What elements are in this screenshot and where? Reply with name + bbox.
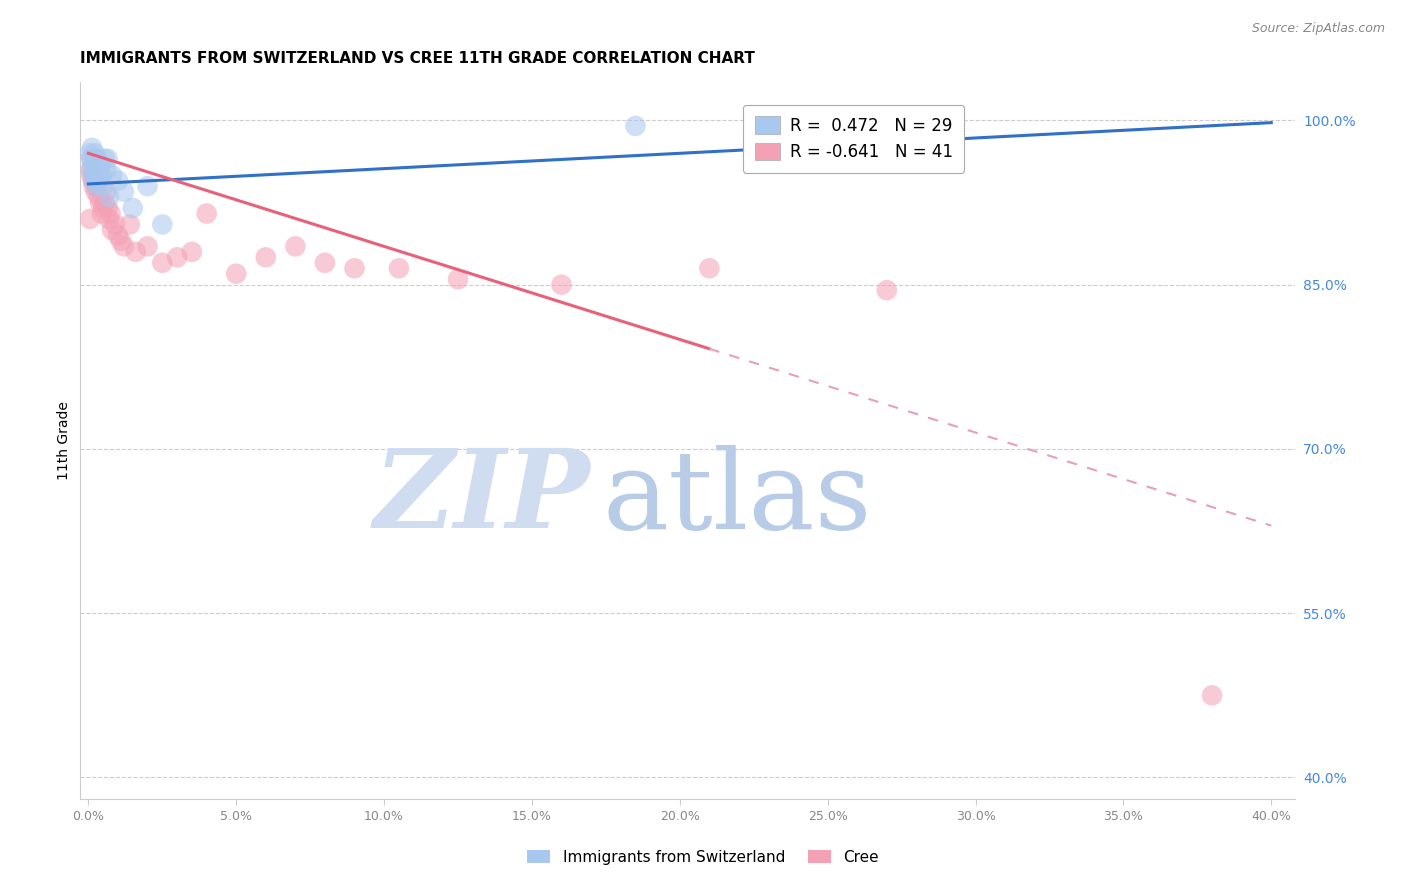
Point xyxy=(79,212,101,227)
Point xyxy=(225,267,247,281)
Point xyxy=(136,239,159,253)
Point xyxy=(83,179,105,194)
Y-axis label: 11th Grade: 11th Grade xyxy=(58,401,72,480)
Point xyxy=(82,174,104,188)
Point xyxy=(98,190,121,204)
Text: IMMIGRANTS FROM SWITZERLAND VS CREE 11TH GRADE CORRELATION CHART: IMMIGRANTS FROM SWITZERLAND VS CREE 11TH… xyxy=(80,51,755,66)
Legend: R =  0.472   N = 29, R = -0.641   N = 41: R = 0.472 N = 29, R = -0.641 N = 41 xyxy=(744,104,965,173)
Point xyxy=(817,119,839,133)
Point xyxy=(80,152,103,166)
Point xyxy=(447,272,470,286)
Point xyxy=(195,206,218,220)
Text: Source: ZipAtlas.com: Source: ZipAtlas.com xyxy=(1251,22,1385,36)
Point xyxy=(97,201,120,215)
Point xyxy=(89,162,111,177)
Point xyxy=(97,152,120,166)
Point xyxy=(90,168,112,182)
Point xyxy=(101,168,124,182)
Point xyxy=(150,256,173,270)
Point xyxy=(125,244,148,259)
Point xyxy=(110,234,132,248)
Point xyxy=(121,201,143,215)
Point xyxy=(150,218,173,232)
Point xyxy=(314,256,336,270)
Point xyxy=(86,179,108,194)
Point xyxy=(84,162,107,177)
Point xyxy=(93,195,115,210)
Point xyxy=(89,157,111,171)
Point xyxy=(104,218,127,232)
Point xyxy=(112,239,135,253)
Point xyxy=(876,283,898,297)
Point xyxy=(82,157,104,171)
Point xyxy=(94,162,117,177)
Point xyxy=(100,206,122,220)
Point xyxy=(83,146,105,161)
Point xyxy=(80,162,103,177)
Point xyxy=(86,152,108,166)
Point xyxy=(93,152,115,166)
Point xyxy=(87,174,110,188)
Point xyxy=(91,201,114,215)
Point xyxy=(83,168,105,182)
Point xyxy=(180,244,202,259)
Point xyxy=(80,141,103,155)
Legend: Immigrants from Switzerland, Cree: Immigrants from Switzerland, Cree xyxy=(522,844,884,871)
Text: ZIP: ZIP xyxy=(374,444,591,552)
Point xyxy=(699,261,721,276)
Point xyxy=(87,168,110,182)
Point xyxy=(80,168,103,182)
Point xyxy=(84,185,107,199)
Point xyxy=(80,152,103,166)
Point xyxy=(83,174,105,188)
Point xyxy=(107,228,129,243)
Point xyxy=(79,146,101,161)
Point xyxy=(98,212,121,227)
Point xyxy=(136,179,159,194)
Point xyxy=(112,185,135,199)
Point xyxy=(91,179,114,194)
Point xyxy=(90,206,112,220)
Point xyxy=(118,218,141,232)
Text: atlas: atlas xyxy=(602,444,872,551)
Point xyxy=(89,195,111,210)
Point xyxy=(343,261,366,276)
Point xyxy=(254,250,277,264)
Point xyxy=(107,174,129,188)
Point xyxy=(80,162,103,177)
Point xyxy=(388,261,411,276)
Point xyxy=(550,277,572,292)
Point xyxy=(624,119,647,133)
Point xyxy=(284,239,307,253)
Point xyxy=(94,185,117,199)
Point xyxy=(1201,689,1223,703)
Point xyxy=(86,179,108,194)
Point xyxy=(87,190,110,204)
Point xyxy=(166,250,188,264)
Point xyxy=(101,223,124,237)
Point xyxy=(83,168,105,182)
